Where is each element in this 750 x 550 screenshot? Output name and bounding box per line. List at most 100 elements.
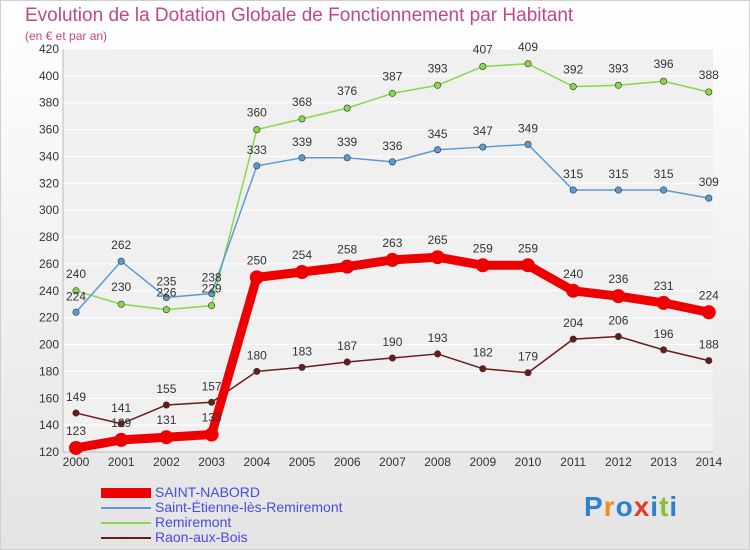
data-label: 259 xyxy=(518,241,538,255)
logo-letter: i xyxy=(669,491,679,522)
data-point xyxy=(475,258,490,273)
data-point xyxy=(343,358,351,366)
data-point xyxy=(705,357,713,365)
x-tick-label: 2005 xyxy=(289,455,316,469)
data-label: 235 xyxy=(156,275,176,289)
data-label: 226 xyxy=(156,286,176,300)
data-label: 224 xyxy=(66,289,86,303)
x-tick-label: 2007 xyxy=(379,455,406,469)
line-chart: 120 140 160 180 200 220 240 260 280 300 320 340 360 3… xyxy=(39,40,723,469)
data-label: 360 xyxy=(247,106,267,120)
legend-swatch-raon xyxy=(101,537,151,539)
y-tick-label: 280 xyxy=(39,230,59,244)
y-tick-label: 180 xyxy=(39,364,59,378)
data-point xyxy=(343,104,351,112)
data-label: 376 xyxy=(337,84,357,98)
data-point xyxy=(162,401,170,409)
x-tick-label: 2008 xyxy=(424,455,451,469)
y-tick-label: 220 xyxy=(39,311,59,325)
y-tick-label: 380 xyxy=(39,96,59,110)
data-label: 349 xyxy=(518,121,538,135)
data-point xyxy=(614,332,622,340)
data-point xyxy=(569,335,577,343)
data-label: 339 xyxy=(292,135,312,149)
data-label: 392 xyxy=(563,63,583,77)
data-label: 259 xyxy=(473,241,493,255)
data-point xyxy=(430,250,445,265)
data-label: 180 xyxy=(247,348,267,362)
data-label: 231 xyxy=(654,279,674,293)
data-label: 409 xyxy=(518,40,538,54)
x-tick-label: 2011 xyxy=(560,455,586,469)
data-point xyxy=(566,283,581,298)
data-label: 238 xyxy=(202,270,222,284)
data-label: 315 xyxy=(608,167,628,181)
x-tick-label: 2003 xyxy=(198,455,225,469)
data-point xyxy=(521,258,535,273)
data-point xyxy=(298,154,306,162)
data-label: 396 xyxy=(654,57,674,71)
data-label: 131 xyxy=(156,413,176,427)
data-label: 339 xyxy=(337,135,357,149)
data-point xyxy=(298,115,306,123)
data-point xyxy=(343,154,351,162)
data-point xyxy=(660,77,668,85)
chart-subtitle: (en € et par an) xyxy=(25,29,108,43)
legend-label-remiremont: Remiremont xyxy=(155,514,232,530)
x-tick-label: 2009 xyxy=(469,455,496,469)
data-label: 179 xyxy=(518,350,538,364)
data-label: 224 xyxy=(699,288,719,302)
data-label: 407 xyxy=(473,42,493,56)
logo-letter: i xyxy=(650,491,660,522)
data-label: 133 xyxy=(202,411,222,425)
data-label: 388 xyxy=(699,68,719,82)
data-label: 393 xyxy=(608,61,628,75)
data-label: 129 xyxy=(111,416,131,430)
data-point xyxy=(705,88,713,96)
data-point xyxy=(253,126,261,134)
x-tick-label: 2006 xyxy=(334,455,361,469)
data-point xyxy=(434,146,442,154)
data-label: 254 xyxy=(292,248,312,262)
data-point xyxy=(479,365,487,373)
data-label: 263 xyxy=(382,236,402,250)
data-point xyxy=(253,367,261,375)
x-tick-label: 2002 xyxy=(153,455,180,469)
data-point xyxy=(660,186,668,194)
y-tick-label: 400 xyxy=(39,69,59,83)
data-label: 187 xyxy=(337,339,357,353)
data-label: 155 xyxy=(156,382,176,396)
data-label: 188 xyxy=(699,338,719,352)
data-point xyxy=(162,294,170,302)
data-point xyxy=(660,346,668,354)
data-label: 347 xyxy=(473,124,493,138)
data-label: 258 xyxy=(337,243,357,257)
data-point xyxy=(479,143,487,151)
data-label: 315 xyxy=(654,167,674,181)
logo-letter: P xyxy=(584,491,604,522)
data-point xyxy=(614,81,622,89)
legend-label-raon: Raon-aux-Bois xyxy=(155,529,248,545)
data-label: 345 xyxy=(428,127,448,141)
data-label: 265 xyxy=(428,233,448,247)
data-point xyxy=(340,259,355,274)
data-point xyxy=(298,363,306,371)
legend-label-saint-etienne: Saint-Étienne-lès-Remiremont xyxy=(155,499,343,515)
data-point xyxy=(434,350,442,358)
data-point xyxy=(479,62,487,70)
data-point xyxy=(204,427,219,442)
data-point xyxy=(656,295,671,310)
data-label: 204 xyxy=(563,316,583,330)
data-point xyxy=(388,89,396,97)
data-label: 123 xyxy=(66,424,86,438)
y-tick-label: 360 xyxy=(39,123,59,137)
data-label: 336 xyxy=(382,139,402,153)
y-tick-label: 260 xyxy=(39,257,59,271)
data-label: 240 xyxy=(66,267,86,281)
logo-letter: t xyxy=(659,491,670,522)
y-tick-label: 420 xyxy=(39,42,59,56)
data-label: 141 xyxy=(111,401,131,415)
legend-swatch-remiremont xyxy=(101,522,151,524)
data-point xyxy=(253,162,261,170)
data-label: 315 xyxy=(563,167,583,181)
